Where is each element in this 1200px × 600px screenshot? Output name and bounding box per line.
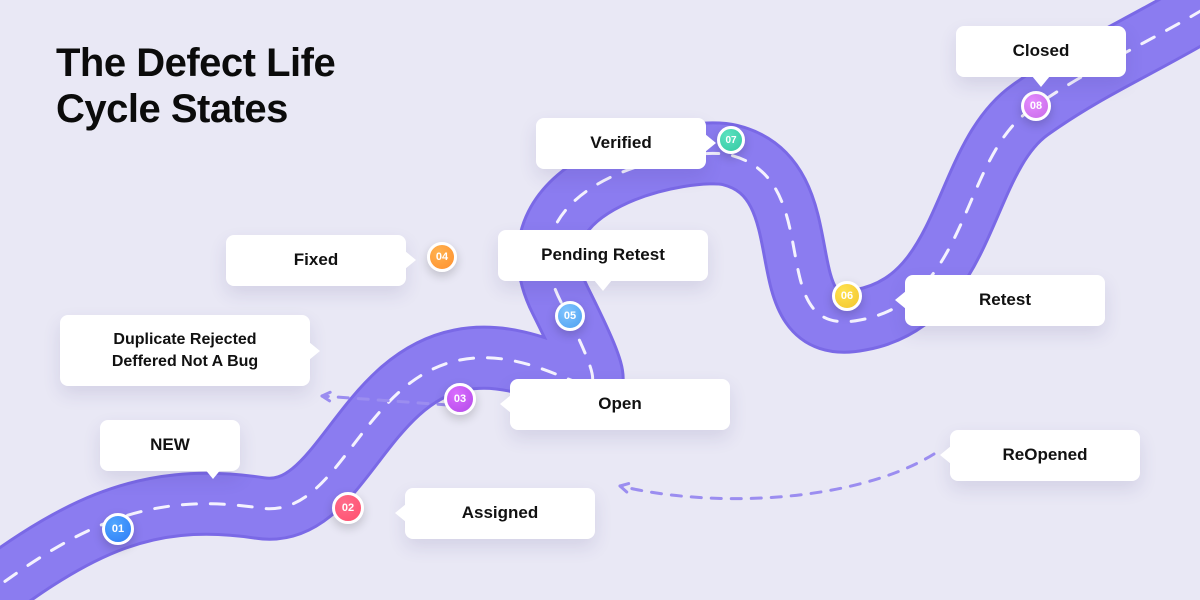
state-label: ReOpened [950,430,1140,481]
step-node-07: 07 [717,126,745,154]
step-node-06: 06 [832,281,862,311]
step-node-05: 05 [555,301,585,331]
state-label: Fixed [226,235,406,286]
state-label: Open [510,379,730,430]
step-node-01: 01 [102,513,134,545]
state-label: Retest [905,275,1105,326]
step-node-08: 08 [1021,91,1051,121]
step-node-02: 02 [332,492,364,524]
state-label: Assigned [405,488,595,539]
step-node-03: 03 [444,383,476,415]
state-label: NEW [100,420,240,471]
state-label: Verified [536,118,706,169]
diagram-canvas: The Defect Life Cycle States 01020304050… [0,0,1200,600]
state-label: Closed [956,26,1126,77]
state-label: Duplicate Rejected Deffered Not A Bug [60,315,310,386]
step-node-04: 04 [427,242,457,272]
state-label: Pending Retest [498,230,708,281]
